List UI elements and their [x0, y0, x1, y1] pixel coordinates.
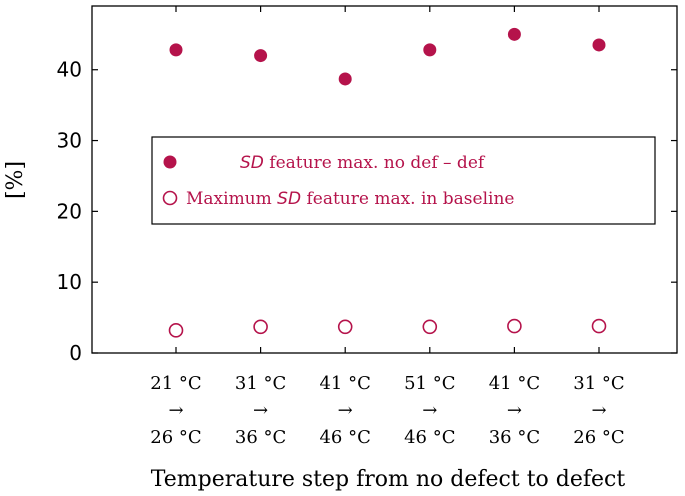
plot-frame — [91, 5, 678, 354]
y-tick-label: 40 — [57, 58, 82, 82]
legend-label-series-2: Maximum SD feature max. in baseline — [186, 189, 514, 209]
x-tick-label-arrow: → — [422, 400, 437, 421]
x-tick-label-arrow: → — [338, 400, 353, 421]
x-tick-label-arrow: → — [507, 400, 522, 421]
x-tick-label-from: 51 °C — [404, 373, 455, 394]
y-tick-label: 10 — [57, 270, 82, 294]
point-sd-no-def-minus-def — [592, 38, 606, 52]
x-tick-label-from: 41 °C — [319, 373, 370, 394]
y-tick-labels: 0 10 20 30 40 — [57, 58, 82, 365]
point-baseline-max — [591, 318, 607, 334]
x-tick-label-from: 31 °C — [573, 373, 624, 394]
point-baseline-max — [422, 319, 438, 335]
x-tick-label-to: 26 °C — [573, 427, 624, 448]
legend-label-series-1-rest: feature max. no def – def — [264, 153, 486, 173]
y-tick-label: 0 — [69, 341, 82, 365]
data-points — [168, 27, 607, 338]
legend-label-series-1: SD feature max. no def – def — [240, 153, 486, 173]
x-tick-label-to: 46 °C — [319, 427, 370, 448]
point-sd-no-def-minus-def — [169, 43, 183, 57]
point-sd-no-def-minus-def — [254, 49, 268, 63]
point-sd-no-def-minus-def — [507, 27, 521, 41]
legend-label-series-2-italic: SD — [277, 189, 301, 209]
legend-label-series-2-before: Maximum — [186, 189, 277, 209]
x-tick-label-arrow: → — [591, 400, 606, 421]
point-baseline-max — [337, 319, 353, 335]
point-sd-no-def-minus-def — [338, 72, 352, 86]
axis-ticks — [92, 6, 677, 354]
x-tick-label-arrow: → — [168, 400, 183, 421]
legend-box — [151, 136, 656, 225]
x-tick-label-to: 36 °C — [235, 427, 286, 448]
legend-marker-hollow — [162, 190, 178, 206]
point-sd-no-def-minus-def — [423, 43, 437, 57]
y-tick-label: 30 — [57, 129, 82, 153]
y-axis-label: [%] — [3, 161, 28, 199]
x-tick-label-from: 21 °C — [150, 373, 201, 394]
legend-label-series-2-rest: feature max. in baseline — [301, 189, 514, 209]
x-tick-labels: 21 °C → 26 °C 31 °C → 36 °C 41 °C → 46 °C 51 °C → 4… — [150, 373, 624, 448]
y-tick-label: 20 — [57, 199, 82, 223]
x-tick-label-from: 31 °C — [235, 373, 286, 394]
point-baseline-max — [168, 323, 184, 338]
x-tick-label-from: 41 °C — [489, 373, 540, 394]
point-baseline-max — [253, 319, 268, 335]
x-axis-label: Temperature step from no defect to defec… — [151, 467, 626, 492]
point-baseline-max — [507, 318, 522, 334]
x-tick-label-to: 36 °C — [489, 427, 540, 448]
legend-marker-filled — [163, 155, 177, 169]
legend-label-series-1-italic: SD — [240, 153, 264, 173]
x-tick-label-to: 46 °C — [404, 427, 455, 448]
x-tick-label-arrow: → — [253, 400, 268, 421]
x-tick-label-to: 26 °C — [150, 427, 201, 448]
legend: SD feature max. no def – def Maximum SD … — [151, 136, 656, 225]
